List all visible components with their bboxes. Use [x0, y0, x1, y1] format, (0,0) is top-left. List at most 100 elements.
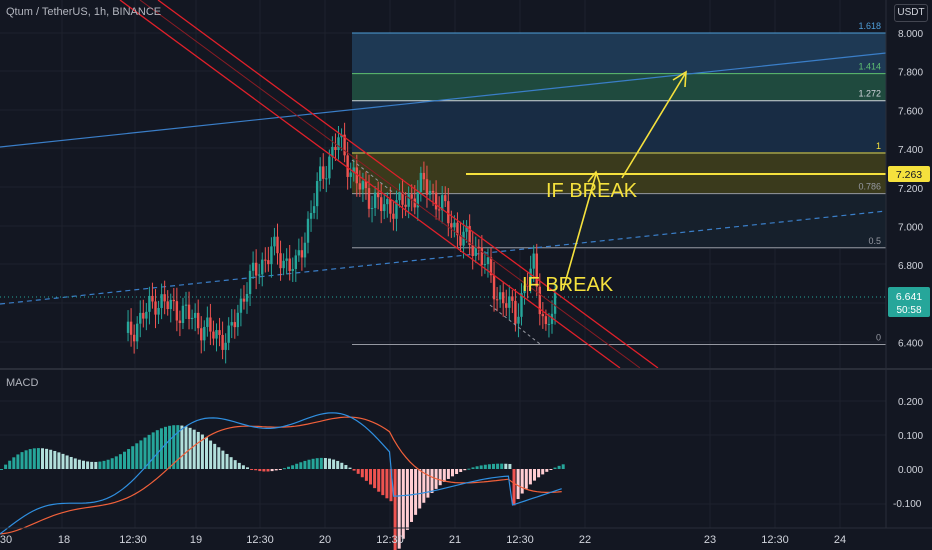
- candle-body: [395, 200, 398, 219]
- time-tick: 12:30: [761, 534, 789, 546]
- macd-histogram-bar: [303, 460, 307, 469]
- candle-body: [367, 188, 371, 209]
- candle-body: [434, 192, 438, 210]
- macd-histogram-bar: [385, 469, 389, 499]
- svg-text:7.263: 7.263: [896, 169, 922, 181]
- macd-histogram-bar: [98, 461, 102, 469]
- macd-histogram-bar: [340, 462, 344, 469]
- macd-histogram-bar: [455, 469, 459, 475]
- candle-body: [190, 317, 194, 319]
- candle-body: [230, 322, 233, 326]
- annotation-if-break-upper: IF BREAK: [546, 180, 638, 202]
- symbol-name[interactable]: Qtum / TetherUS: [6, 6, 88, 18]
- blue-trendline[interactable]: [0, 52, 887, 148]
- macd-histogram-bar: [332, 459, 336, 469]
- macd-histogram-bar: [410, 469, 413, 522]
- macd-histogram-bar: [397, 469, 401, 549]
- macd-histogram-bar: [479, 465, 483, 469]
- macd-histogram-bar: [41, 448, 44, 469]
- macd-histogram-bar: [545, 469, 549, 472]
- macd-histogram-bar: [422, 469, 426, 503]
- macd-histogram-bar: [426, 469, 430, 498]
- macd-histogram-bar: [541, 469, 545, 475]
- macd-histogram-bar: [73, 458, 77, 469]
- price-axis[interactable]: 8.0007.8007.6007.4007.2007.0006.8006.600…: [893, 29, 923, 510]
- candle-body: [419, 172, 423, 192]
- candle-body: [437, 209, 441, 211]
- macd-histogram-bar: [262, 469, 266, 472]
- macd-histogram-bar: [200, 434, 204, 469]
- macd-histogram-bar: [102, 460, 106, 469]
- candle-body: [178, 320, 182, 324]
- macd-histogram-bar: [94, 461, 98, 469]
- macd-histogram-bar: [180, 425, 184, 469]
- macd-histogram-bar: [451, 469, 454, 477]
- candlesticks[interactable]: [126, 122, 557, 364]
- dashed-hint-line: [489, 304, 541, 345]
- macd-histogram-bar: [344, 465, 348, 469]
- macd-histogram-bar: [82, 460, 85, 469]
- macd-histogram-bar: [196, 431, 200, 469]
- macd-histogram-bar: [500, 463, 504, 469]
- fib-zone-1414-1272: [352, 73, 886, 101]
- currency-badge[interactable]: USDT: [894, 4, 928, 22]
- fib-level-label: 0.5: [868, 236, 881, 246]
- fib-level-label: 1.618: [858, 21, 881, 31]
- candle-body: [239, 298, 243, 313]
- candle-body: [306, 218, 310, 243]
- symbol-header[interactable]: Qtum / TetherUS, 1h, BINANCE: [6, 6, 162, 18]
- candle-body: [142, 312, 145, 319]
- time-tick: 19: [190, 534, 202, 546]
- macd-histogram-bar: [114, 456, 118, 469]
- macd-histogram-bar: [274, 469, 278, 471]
- macd-histogram-bar: [24, 450, 28, 469]
- macd-histogram-bar: [123, 451, 126, 469]
- candle-body: [502, 292, 505, 304]
- candle-body: [203, 326, 206, 341]
- time-axis[interactable]: 30 18 12:30 19 12:30 20 12:30 21 12:30 22 23 12:30 2…: [0, 534, 846, 546]
- price-tick: 7.400: [898, 145, 923, 156]
- candle-body: [505, 303, 508, 308]
- macd-histogram-bar: [246, 467, 249, 469]
- macd-histogram-bar: [16, 454, 20, 469]
- macd-histogram-bar: [483, 464, 487, 469]
- macd-histogram-bar: [270, 469, 274, 472]
- candle-body: [139, 312, 142, 324]
- candle-body: [245, 293, 249, 302]
- candle-body: [236, 312, 240, 328]
- dashed-trendline[interactable]: [0, 210, 887, 305]
- macd-histogram-bar: [459, 469, 463, 472]
- candle-body: [447, 201, 450, 224]
- candle-body: [254, 262, 258, 276]
- candle-body: [398, 191, 401, 201]
- candle-body: [129, 321, 133, 335]
- macd-histogram-bar: [328, 458, 331, 469]
- macd-histogram-bar: [364, 469, 368, 481]
- candle-body: [297, 250, 301, 256]
- symbol-interval[interactable]: 1h: [93, 6, 107, 18]
- macd-histogram-bar: [311, 458, 315, 469]
- candle-body: [380, 197, 383, 212]
- time-tick: 20: [319, 534, 331, 546]
- candle-body: [221, 334, 224, 350]
- macd-histogram-bar: [61, 453, 65, 469]
- macd-label[interactable]: MACD: [6, 377, 39, 389]
- macd-histogram-bar: [32, 448, 36, 469]
- candle-body: [529, 268, 532, 286]
- macd-histogram-bar: [176, 425, 180, 469]
- descending-channel[interactable]: [119, 0, 659, 369]
- candle-body: [206, 317, 209, 327]
- candle-body: [187, 304, 191, 319]
- candle-body: [319, 166, 322, 182]
- macd-line: [0, 412, 562, 535]
- candle-body: [160, 294, 163, 308]
- breakout-arrows[interactable]: [562, 70, 687, 291]
- candle-body: [279, 253, 282, 269]
- macd-histogram-bar: [20, 452, 24, 469]
- macd-histogram-bar: [164, 426, 167, 469]
- macd-indicator[interactable]: [0, 412, 565, 550]
- macd-histogram-bar: [516, 469, 520, 500]
- current-price-label: 6.641 50:58: [888, 287, 930, 317]
- candle-body: [346, 155, 349, 177]
